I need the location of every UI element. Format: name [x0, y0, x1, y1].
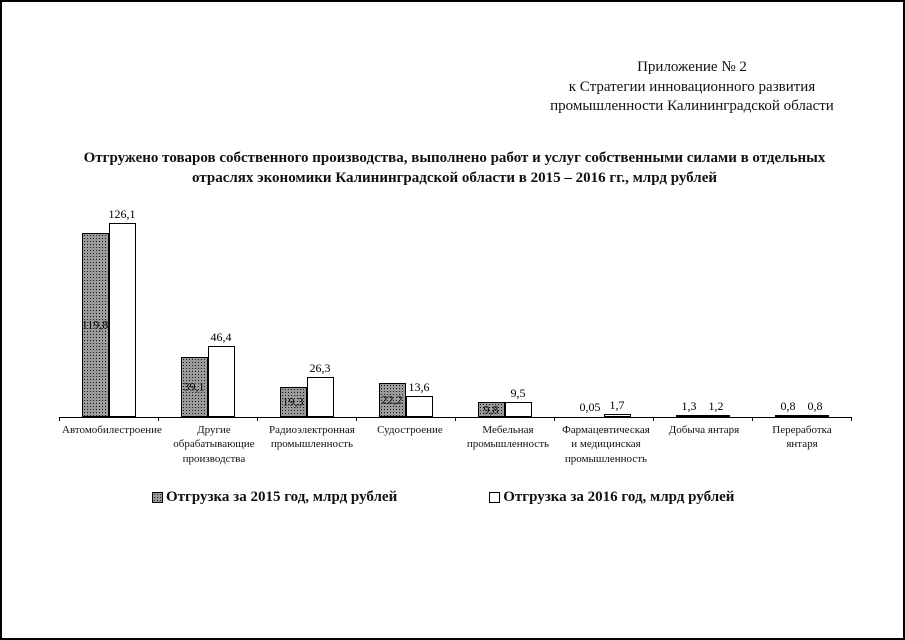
bar-2015: 19,3 [279, 387, 307, 417]
legend-entry-2016: Отгрузка за 2016 год, млрд рублей [489, 489, 734, 506]
bar-2015: 1,3 [675, 399, 703, 417]
bar-value-label: 9,8 [483, 402, 499, 416]
category-label: Фармацевтическая и медицинская промышлен… [562, 424, 650, 465]
legend-swatch-2015 [152, 492, 163, 503]
legend-label-2015: Отгрузка за 2015 год, млрд рублей [166, 489, 398, 505]
bar-group: 1,3 1,2 [653, 217, 752, 417]
category-label: Мебельная промышленность [466, 424, 550, 451]
bar-2016: 1,2 [702, 399, 730, 417]
category-label: Автомобилестроение [62, 424, 162, 436]
bar-value-label: 0,8 [780, 399, 796, 413]
bar-group: 9,8 9,5 [455, 217, 554, 417]
chart-legend: Отгрузка за 2015 год, млрд рублей Отгруз… [2, 489, 903, 506]
bar-2015: 0,8 [774, 399, 802, 417]
bar-2016: 46,4 [207, 330, 235, 417]
axis-tick [59, 417, 60, 421]
chart-plot: 119,8 126,1 39,1 46,4 19,3 26,3 22,2 13,6 9,8 9,5… [59, 207, 852, 421]
category-label: Другие обрабатывающие производства [173, 424, 255, 465]
bar-group: 0,8 0,8 [752, 217, 851, 417]
bar-value-label: 13,6 [408, 380, 430, 394]
bar-value-label: 119,8 [81, 317, 109, 332]
bar-value-label: 9,5 [510, 386, 526, 400]
bar-2016: 26,3 [306, 361, 334, 417]
category-label: Добыча янтаря [668, 424, 740, 436]
bar-2016: 1,7 [603, 398, 631, 417]
category-label: Переработка янтаря [772, 424, 832, 451]
legend-label-2016: Отгрузка за 2016 год, млрд рублей [503, 489, 735, 505]
appendix-line-1: Приложение № 2 [637, 59, 747, 75]
bar-2016: 126,1 [108, 207, 136, 417]
bar-2016: 13,6 [405, 380, 433, 417]
legend-swatch-2016 [489, 492, 501, 503]
axis-tick [653, 417, 654, 421]
chart-title: Отгружено товаров собственного производс… [83, 150, 826, 187]
bar-group: 0,05 1,7 [554, 217, 653, 417]
axis-tick [455, 417, 456, 421]
bar-value-label: 26,3 [309, 361, 331, 375]
bar-group: 119,8 126,1 [59, 207, 158, 417]
appendix-line-3: промышленности Калининградской области [550, 98, 834, 114]
axis-tick [356, 417, 357, 421]
bar-2015: 119,8 [81, 233, 109, 417]
axis-tick [851, 417, 852, 421]
bar-value-label: 126,1 [108, 207, 136, 221]
axis-tick [257, 417, 258, 421]
bar-group: 22,2 13,6 [356, 217, 455, 417]
bar-value-label: 1,2 [708, 399, 724, 413]
axis-tick [554, 417, 555, 421]
bar-2015: 39,1 [180, 357, 208, 417]
axis-tick [158, 417, 159, 421]
appendix-header: Приложение № 2 к Стратегии инновационног… [522, 58, 862, 117]
bar-value-label: 0,05 [579, 400, 601, 414]
axis-tick [752, 417, 753, 421]
bar-2016: 9,5 [504, 386, 532, 417]
appendix-line-2: к Стратегии инновационного развития [568, 78, 816, 95]
bar-value-label: 22,2 [381, 392, 403, 407]
bar-2015: 9,8 [477, 402, 505, 417]
bar-value-label: 39,1 [183, 379, 205, 394]
bar-2015: 22,2 [378, 383, 406, 417]
legend-entry-2015: Отгрузка за 2015 год, млрд рублей [152, 489, 397, 506]
category-label: Судостроение [377, 424, 443, 436]
bar-value-label: 1,3 [681, 399, 697, 413]
bar-value-label: 1,7 [609, 398, 625, 412]
bar-value-label: 46,4 [210, 330, 232, 344]
chart-categories: Автомобилестроение Другие обрабатывающие … [59, 423, 851, 466]
bar-value-label: 19,3 [282, 394, 304, 409]
bar-2016: 0,8 [801, 399, 829, 417]
bar-chart: 119,8 126,1 39,1 46,4 19,3 26,3 22,2 13,6 9,8 9,5… [59, 207, 852, 466]
bar-group: 39,1 46,4 [158, 217, 257, 417]
category-label: Радиоэлектронная промышленность [268, 424, 355, 451]
bar-value-label: 0,8 [807, 399, 823, 413]
bar-group: 19,3 26,3 [257, 217, 356, 417]
